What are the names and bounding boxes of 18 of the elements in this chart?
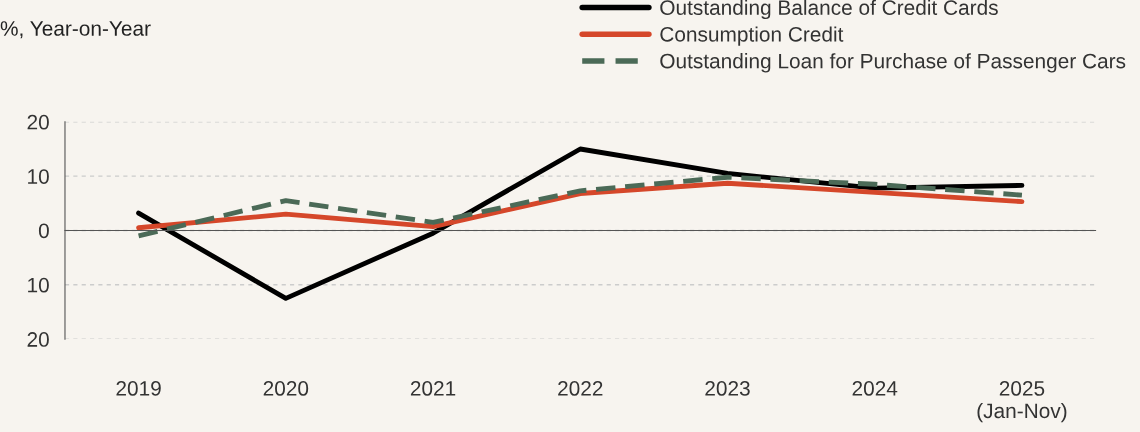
y-tick-label: 0 [38,223,49,239]
y-tick-label: 10 [28,277,49,293]
legend-label: Outstanding Balance of Credit Cards [660,0,998,20]
y-tick-label: 20 [27,332,49,347]
x-tick-label: 2021 [410,381,456,396]
x-tick-label: 2025 (Jan-Nov) [977,381,1067,423]
x-tick-label: 2024 [852,381,898,396]
x-tick-label: 2022 [558,381,603,396]
y-tick-label: 20 [27,114,49,130]
x-tick-label: 2019 [116,381,161,396]
line-series [136,180,1025,231]
legend-label: Consumption Credit [660,26,844,46]
legend-label: Outstanding Loan for Purchase of Passenger Cars [660,53,1126,73]
x-tick-label: 2023 [705,381,750,396]
x-tick-label: 2020 [263,381,309,396]
y-axis-title: %, Year-on-Year [0,21,151,39]
y-tick-label: 10 [28,169,49,184]
line-series [136,174,1025,239]
